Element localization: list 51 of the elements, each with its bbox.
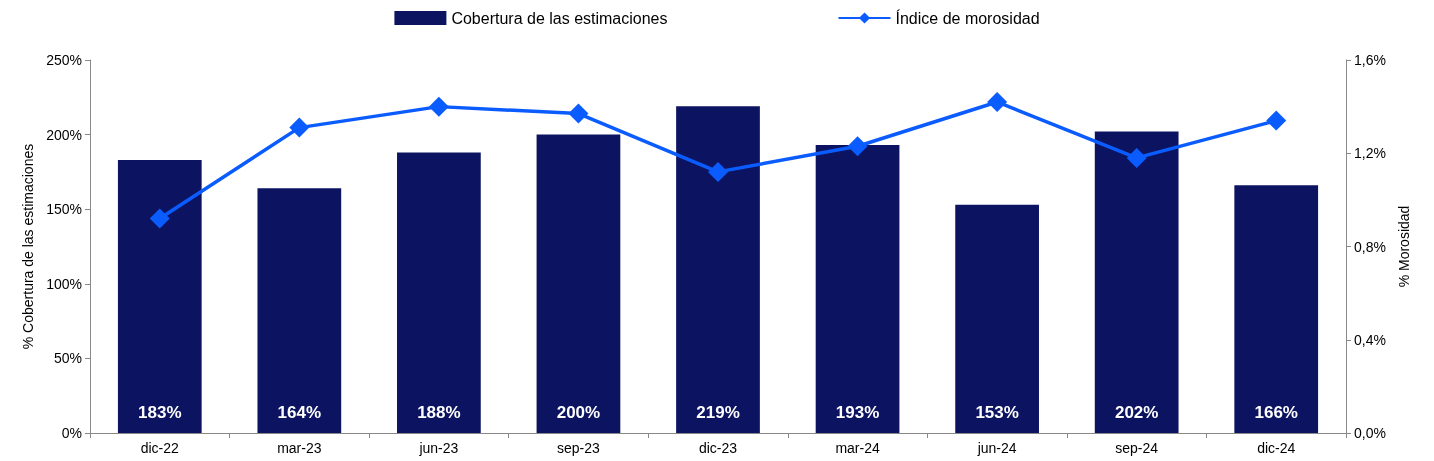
x-tick-label: jun-23 (418, 440, 459, 456)
x-tick-label: dic-23 (698, 440, 738, 456)
x-tick-label: jun-24 (976, 440, 1017, 456)
x-tick-label: mar-23 (277, 440, 322, 456)
x-tick-label: dic-22 (140, 440, 180, 456)
data-label: 219% (696, 403, 740, 422)
point (149, 208, 170, 229)
y2-tick-label: 1,6% (1354, 52, 1386, 68)
bar (117, 159, 202, 433)
data-label: 202% (1114, 403, 1159, 422)
data-label: 193% (835, 403, 880, 422)
point (1126, 147, 1147, 168)
data-label: 164% (277, 403, 322, 422)
x-tick-label: dic-24 (1257, 440, 1296, 456)
data-label: 183% (138, 403, 182, 422)
x-tick-label: sep-24 (1115, 440, 1159, 456)
y-tick-label: 250% (46, 52, 82, 68)
bar (676, 106, 760, 433)
legend-label: Cobertura de las estimaciones (451, 9, 668, 27)
y2-tick-label: 0,0% (1354, 425, 1386, 441)
data-label: 188% (417, 403, 461, 422)
y2-tick-label: 0,4% (1354, 331, 1386, 348)
point (289, 117, 310, 138)
point (428, 96, 449, 117)
bar (257, 188, 342, 433)
bar (397, 152, 481, 433)
bar (1234, 185, 1319, 433)
point (1266, 110, 1287, 131)
y-axis-title: % Cobertura de las estimaciones (20, 143, 36, 350)
y-tick-label: 50% (53, 350, 82, 367)
y-tick-label: 100% (46, 275, 82, 292)
bar (815, 145, 900, 433)
bar (1094, 131, 1179, 433)
data-label: 153% (975, 403, 1019, 422)
y2-tick-label: 0,8% (1354, 238, 1386, 255)
bar (536, 134, 621, 433)
y2-tick-label: 1,2% (1354, 145, 1386, 162)
x-tick-label: sep-23 (557, 440, 601, 456)
y-tick-label: 150% (46, 201, 82, 218)
point (987, 91, 1008, 112)
legend-label: Índice de morosidad (895, 8, 1040, 27)
data-label: 200% (556, 403, 601, 422)
data-label: 166% (1254, 403, 1298, 422)
point (847, 136, 868, 157)
point (568, 103, 589, 124)
y-tick-label: 200% (46, 126, 82, 143)
x-tick-label: mar-24 (835, 440, 880, 456)
bar (955, 204, 1039, 433)
y-tick-label: 0% (61, 425, 82, 441)
y2-axis-title: % Morosidad (1395, 205, 1412, 288)
point (708, 161, 728, 182)
